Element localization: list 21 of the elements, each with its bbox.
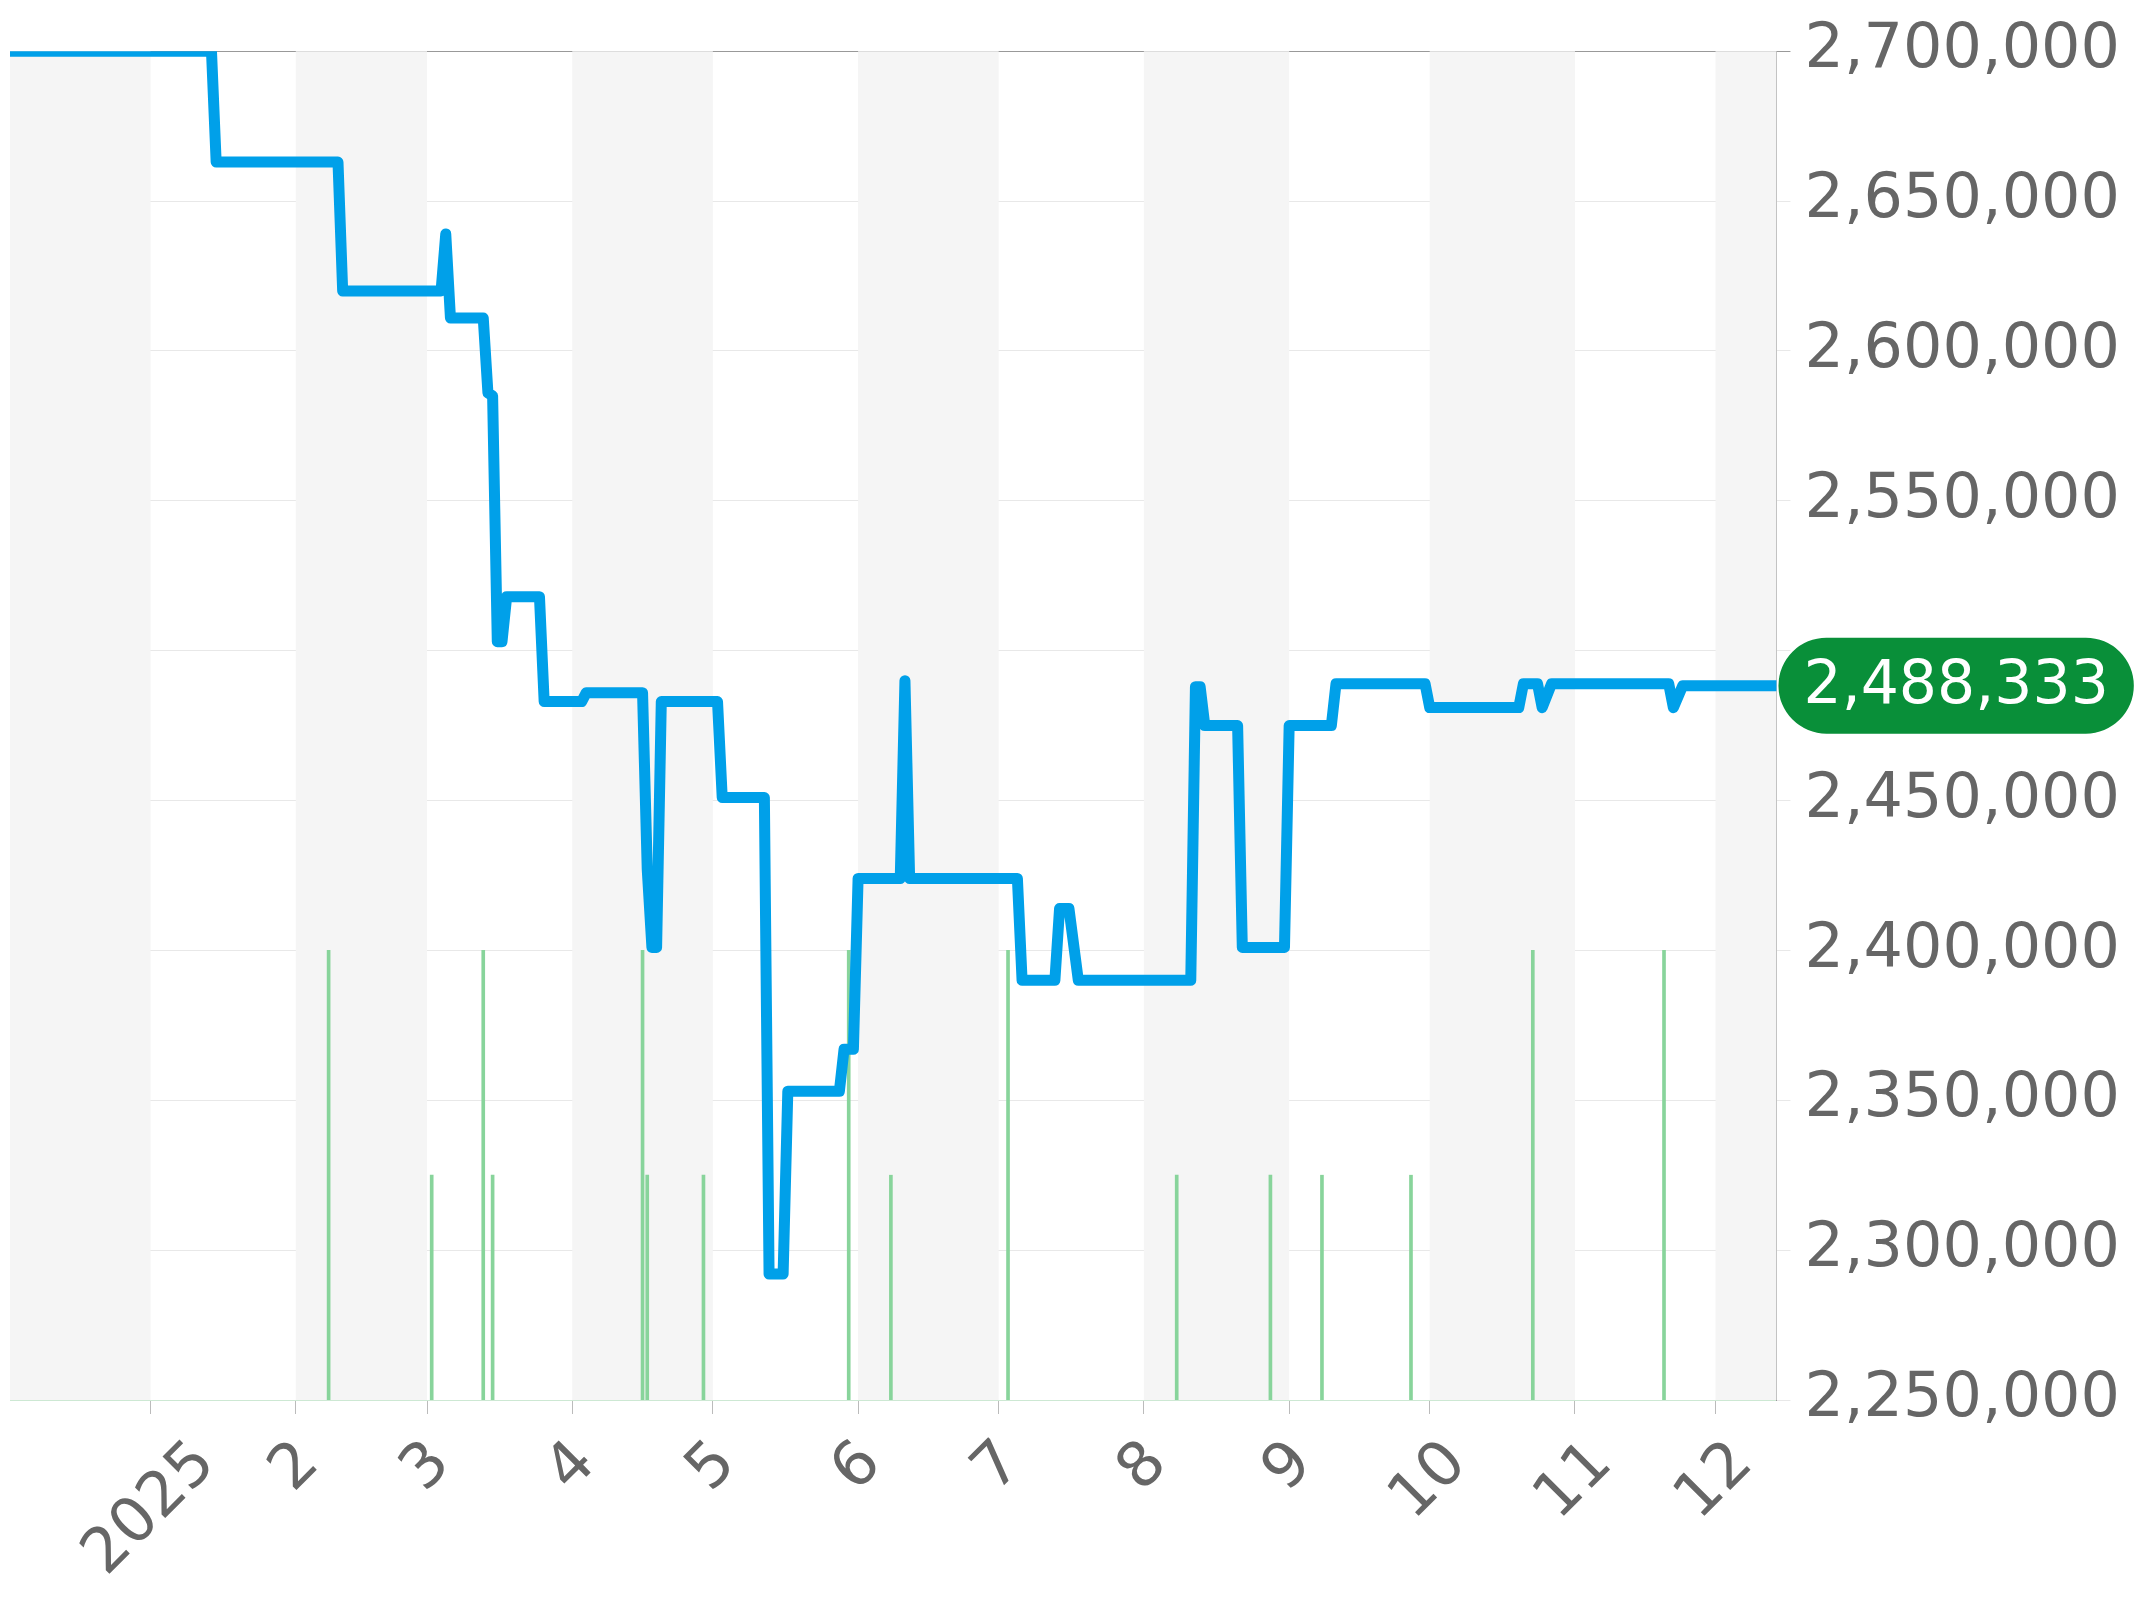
y-tick-label: 2,700,000 — [1804, 9, 2121, 83]
x-tick-label: 12 — [1658, 1424, 1766, 1532]
y-tick-label: 2,450,000 — [1804, 758, 2121, 832]
x-tick-label: 10 — [1372, 1424, 1480, 1532]
x-tick-label: 7 — [955, 1424, 1035, 1504]
x-tick-label: 11 — [1517, 1424, 1625, 1532]
y-tick-label: 2,400,000 — [1804, 908, 2121, 982]
y-tick-label: 2,650,000 — [1804, 159, 2121, 233]
annotation: 2,488,333 — [1803, 647, 2109, 718]
x-tick-label: 8 — [1100, 1424, 1180, 1504]
y-tick-label: 2,300,000 — [1804, 1208, 2121, 1282]
y-tick-label: 2,550,000 — [1804, 458, 2121, 532]
x-tick-label: 9 — [1245, 1424, 1326, 1504]
x-tick-label: 4 — [528, 1424, 609, 1504]
x-tick-label: 2 — [252, 1424, 332, 1504]
y-tick-label: 2,250,000 — [1804, 1358, 2121, 1432]
y-tick-label: 2,350,000 — [1804, 1058, 2121, 1132]
x-tick-label: 6 — [814, 1424, 895, 1504]
y-tick-label: 2,600,000 — [1804, 309, 2121, 383]
x-tick-label: 3 — [383, 1424, 463, 1504]
x-tick-label: 5 — [669, 1424, 749, 1504]
